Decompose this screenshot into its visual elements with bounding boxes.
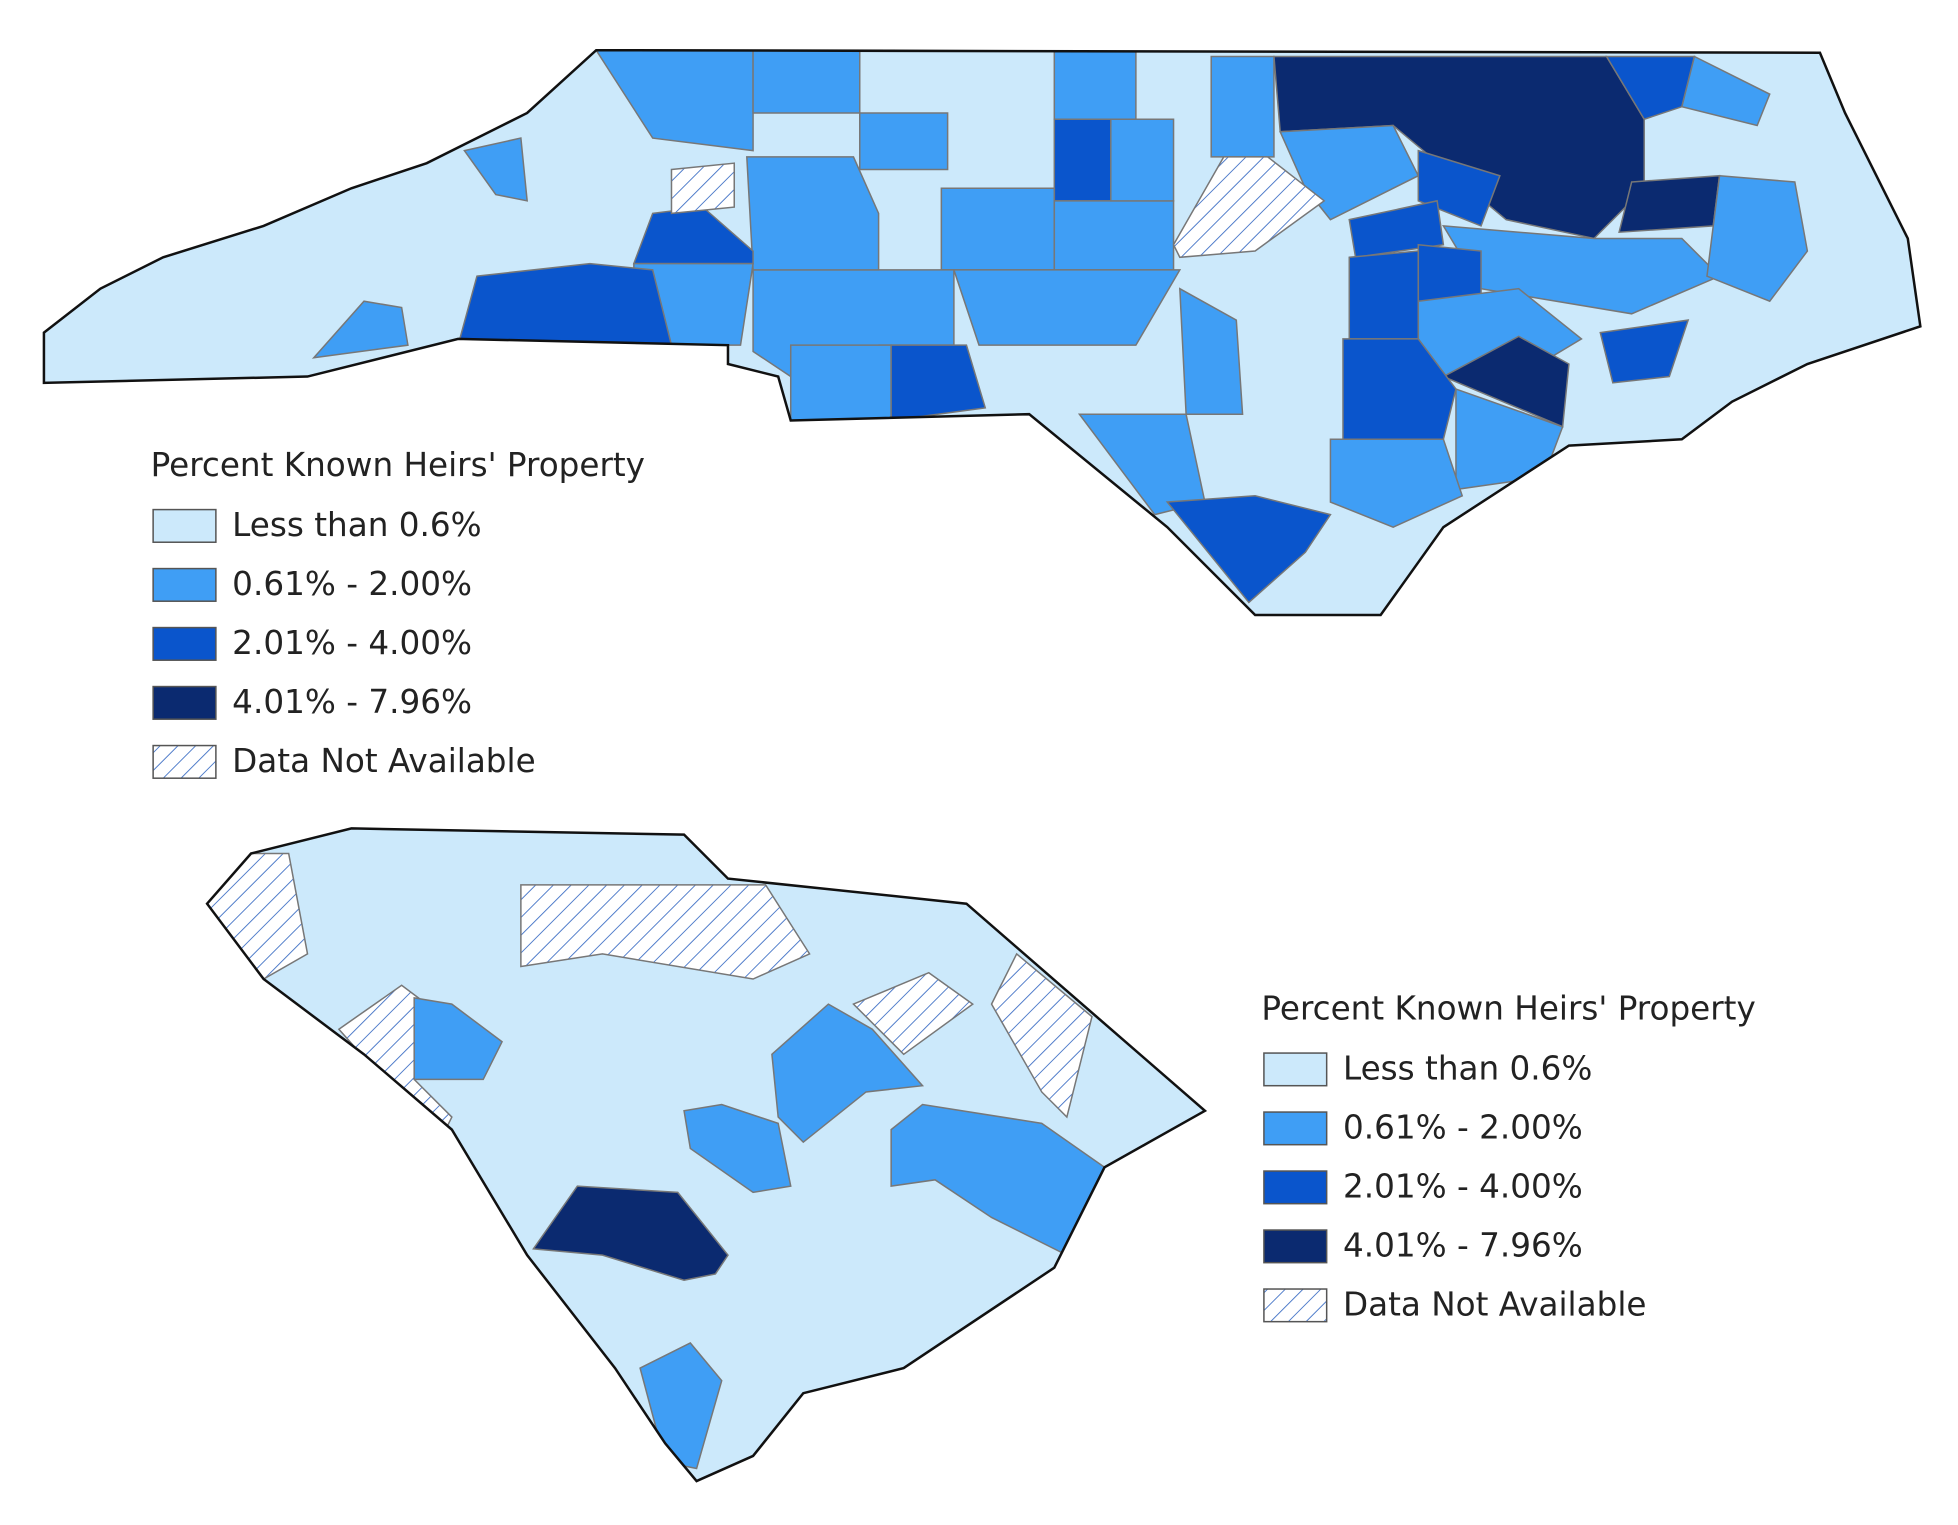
legend-label: Data Not Available — [1343, 1286, 1646, 1324]
legend-label: 4.01% - 7.96% — [1343, 1227, 1583, 1265]
legend-label: 2.01% - 4.00% — [1343, 1168, 1583, 1206]
county — [1110, 118, 1175, 202]
legend-label: 4.01% - 7.96% — [232, 683, 472, 721]
county — [890, 344, 987, 422]
county — [594, 50, 754, 152]
legend-swatch — [152, 685, 217, 720]
legend-swatch — [152, 744, 217, 779]
county — [1348, 199, 1445, 259]
north-carolina — [43, 50, 1921, 616]
legend-label: Less than 0.6% — [1343, 1050, 1592, 1088]
county — [1417, 243, 1482, 302]
county — [1165, 495, 1332, 604]
county — [457, 262, 673, 346]
legend: Percent Known Heirs' Property Less than … — [1261, 989, 1755, 1323]
legend-label: Data Not Available — [232, 742, 535, 780]
county — [463, 137, 529, 202]
county — [413, 996, 504, 1081]
legend: Percent Known Heirs' Property Less than … — [151, 446, 645, 780]
legend-label: 2.01% - 4.00% — [232, 624, 472, 662]
legend-swatch — [1263, 1288, 1328, 1323]
legend-swatch — [1263, 1229, 1328, 1264]
county-na — [852, 971, 975, 1056]
legend-swatch — [1263, 1052, 1328, 1087]
county — [1618, 174, 1721, 234]
county — [532, 1185, 729, 1282]
county — [1053, 118, 1112, 202]
county — [859, 112, 949, 171]
south-carolina — [207, 828, 1205, 1482]
county — [1210, 55, 1275, 158]
county — [1329, 438, 1464, 528]
legend-swatch — [152, 567, 217, 602]
county — [1053, 50, 1137, 120]
legend-swatch — [152, 626, 217, 661]
county-na — [207, 852, 309, 980]
legend-label: 0.61% - 2.00% — [232, 565, 472, 603]
county — [746, 156, 880, 271]
county — [752, 50, 861, 114]
county-na — [990, 952, 1093, 1119]
legend-swatch — [1263, 1170, 1328, 1205]
legend-title: Percent Known Heirs' Property — [1261, 989, 1755, 1027]
county-na — [1172, 156, 1326, 259]
county — [311, 300, 409, 359]
legend-title: Percent Known Heirs' Property — [151, 446, 645, 484]
county — [1680, 55, 1771, 127]
county-na — [520, 884, 811, 980]
county — [1179, 287, 1244, 415]
county — [1348, 250, 1420, 340]
county — [1706, 174, 1809, 303]
county — [1599, 319, 1690, 384]
legend-swatch — [152, 508, 217, 543]
county — [1342, 338, 1457, 441]
county — [683, 1103, 792, 1194]
county — [789, 344, 892, 422]
county — [1053, 200, 1175, 271]
county-na — [670, 162, 736, 215]
county — [952, 269, 1182, 346]
county — [1441, 335, 1570, 428]
legend-label: 0.61% - 2.00% — [1343, 1109, 1583, 1147]
legend-label: Less than 0.6% — [232, 506, 481, 544]
county — [771, 1003, 925, 1144]
county — [940, 187, 1056, 271]
legend-swatch — [1263, 1111, 1328, 1146]
